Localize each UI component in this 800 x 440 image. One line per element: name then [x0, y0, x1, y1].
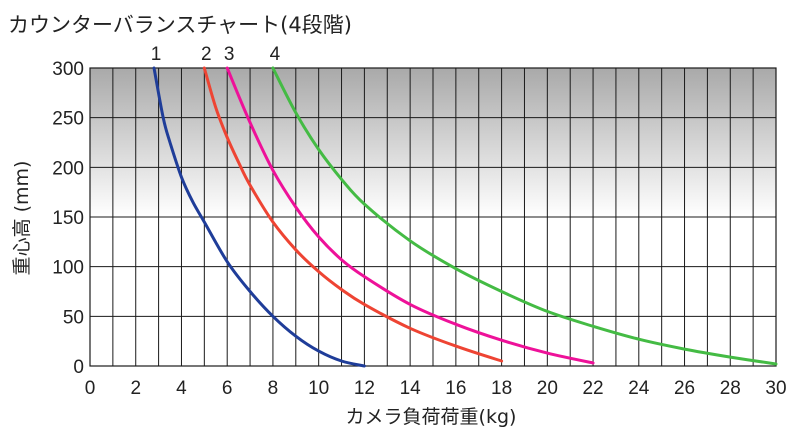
y-axis-ticks: 0 50 100 150 200 250 300	[52, 59, 84, 378]
x-tick-label: 0	[85, 378, 96, 399]
x-tick-label: 30	[765, 378, 786, 399]
y-tick-label: 200	[52, 158, 84, 179]
x-tick-label: 24	[628, 378, 650, 399]
x-tick-label: 28	[720, 378, 741, 399]
plot-frame	[89, 67, 777, 367]
x-tick-label: 10	[308, 378, 329, 399]
series-curve-4	[271, 66, 778, 366]
y-tick-label: 250	[52, 109, 84, 130]
x-tick-label: 16	[445, 378, 466, 399]
x-tick-label: 8	[268, 378, 279, 399]
series-curve-3	[225, 66, 595, 365]
y-tick-label: 0	[73, 357, 84, 378]
x-tick-label: 18	[491, 378, 512, 399]
x-tick-label: 20	[537, 378, 558, 399]
chart-title: カウンターバランスチャート(4段階)	[8, 13, 352, 37]
x-tick-label: 4	[176, 378, 187, 399]
x-axis-ticks: 0 2 4 6 8 10 12 14 16 18 20 22 24 26 28 30	[85, 378, 787, 399]
x-tick-label: 22	[582, 378, 603, 399]
y-tick-label: 300	[52, 59, 84, 80]
x-tick-label: 2	[130, 378, 141, 399]
series-label-4: 4	[270, 44, 281, 65]
series-curves	[152, 66, 778, 368]
x-tick-label: 12	[354, 378, 375, 399]
y-tick-label: 50	[63, 307, 84, 328]
x-axis-label: カメラ負荷荷重(kg)	[346, 406, 517, 428]
y-tick-label: 150	[52, 208, 84, 229]
series-label-3: 3	[224, 44, 235, 65]
series-curve-1	[152, 66, 366, 368]
x-tick-label: 14	[400, 378, 422, 399]
y-tick-label: 100	[52, 258, 84, 279]
series-label-1: 1	[151, 44, 162, 65]
series-curve-2	[202, 66, 504, 363]
x-tick-label: 26	[674, 378, 695, 399]
y-axis-label: 重心高 (mm)	[11, 161, 33, 276]
series-label-2: 2	[201, 44, 212, 65]
x-tick-label: 6	[222, 378, 233, 399]
